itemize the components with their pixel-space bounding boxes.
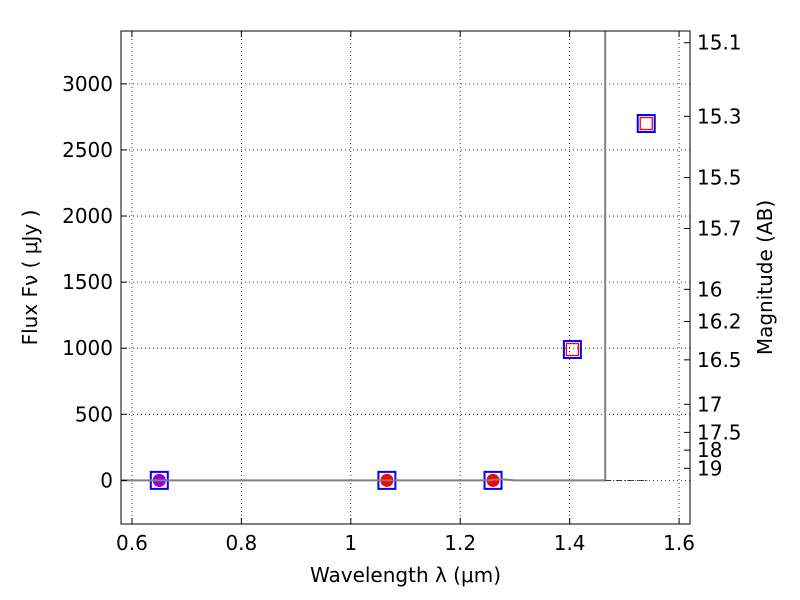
y-tick-label: 3000 [62, 72, 113, 96]
data-point-square [639, 116, 653, 131]
y2-axis-title: Magnitude (AB) [753, 200, 777, 355]
data-point-square [562, 340, 582, 360]
y2-tick-label: 16.2 [697, 309, 742, 333]
axis-ticks: 0.6 0.8 1 1.2 1.4 1.6 0 500 1000 1500 2000 2500 3000… [62, 31, 741, 555]
x-axis-title: Wavelength λ (μm) [310, 563, 501, 587]
y2-tick-label: 15.5 [697, 166, 742, 190]
y2-tick-label: 16 [697, 277, 722, 301]
data-point-square [636, 114, 656, 134]
y-tick-label: 2500 [62, 138, 113, 162]
x-tick-label: 0.6 [116, 531, 148, 555]
y2-tick-label: 15.1 [697, 31, 742, 55]
x-tick-label: 1.6 [663, 531, 695, 555]
y2-tick-label: 17.5 [697, 420, 742, 444]
y-axis-title: Flux Fν ( μJy ) [18, 210, 42, 346]
plot-data [121, 31, 656, 490]
y2-tick-label: 15.7 [697, 217, 742, 241]
x-tick-label: 1 [344, 531, 357, 555]
y2-tick-label: 15.3 [697, 104, 742, 128]
y-tick-label: 0 [100, 468, 113, 492]
series-line [121, 31, 607, 482]
y-tick-label: 2000 [62, 204, 113, 228]
x-tick-label: 1.4 [554, 531, 586, 555]
plot-frame [120, 30, 691, 525]
y-tick-label: 1000 [62, 336, 113, 360]
x-tick-label: 1.2 [444, 531, 476, 555]
y2-tick-label: 18 [697, 438, 722, 462]
y2-tick-label: 16.5 [697, 348, 742, 372]
y-tick-label: 500 [75, 402, 113, 426]
y2-tick-label: 17 [697, 392, 722, 416]
data-point-square [565, 342, 580, 357]
y-tick-label: 1500 [62, 270, 113, 294]
y2-tick-label: 19 [697, 456, 722, 480]
x-tick-label: 0.8 [225, 531, 257, 555]
